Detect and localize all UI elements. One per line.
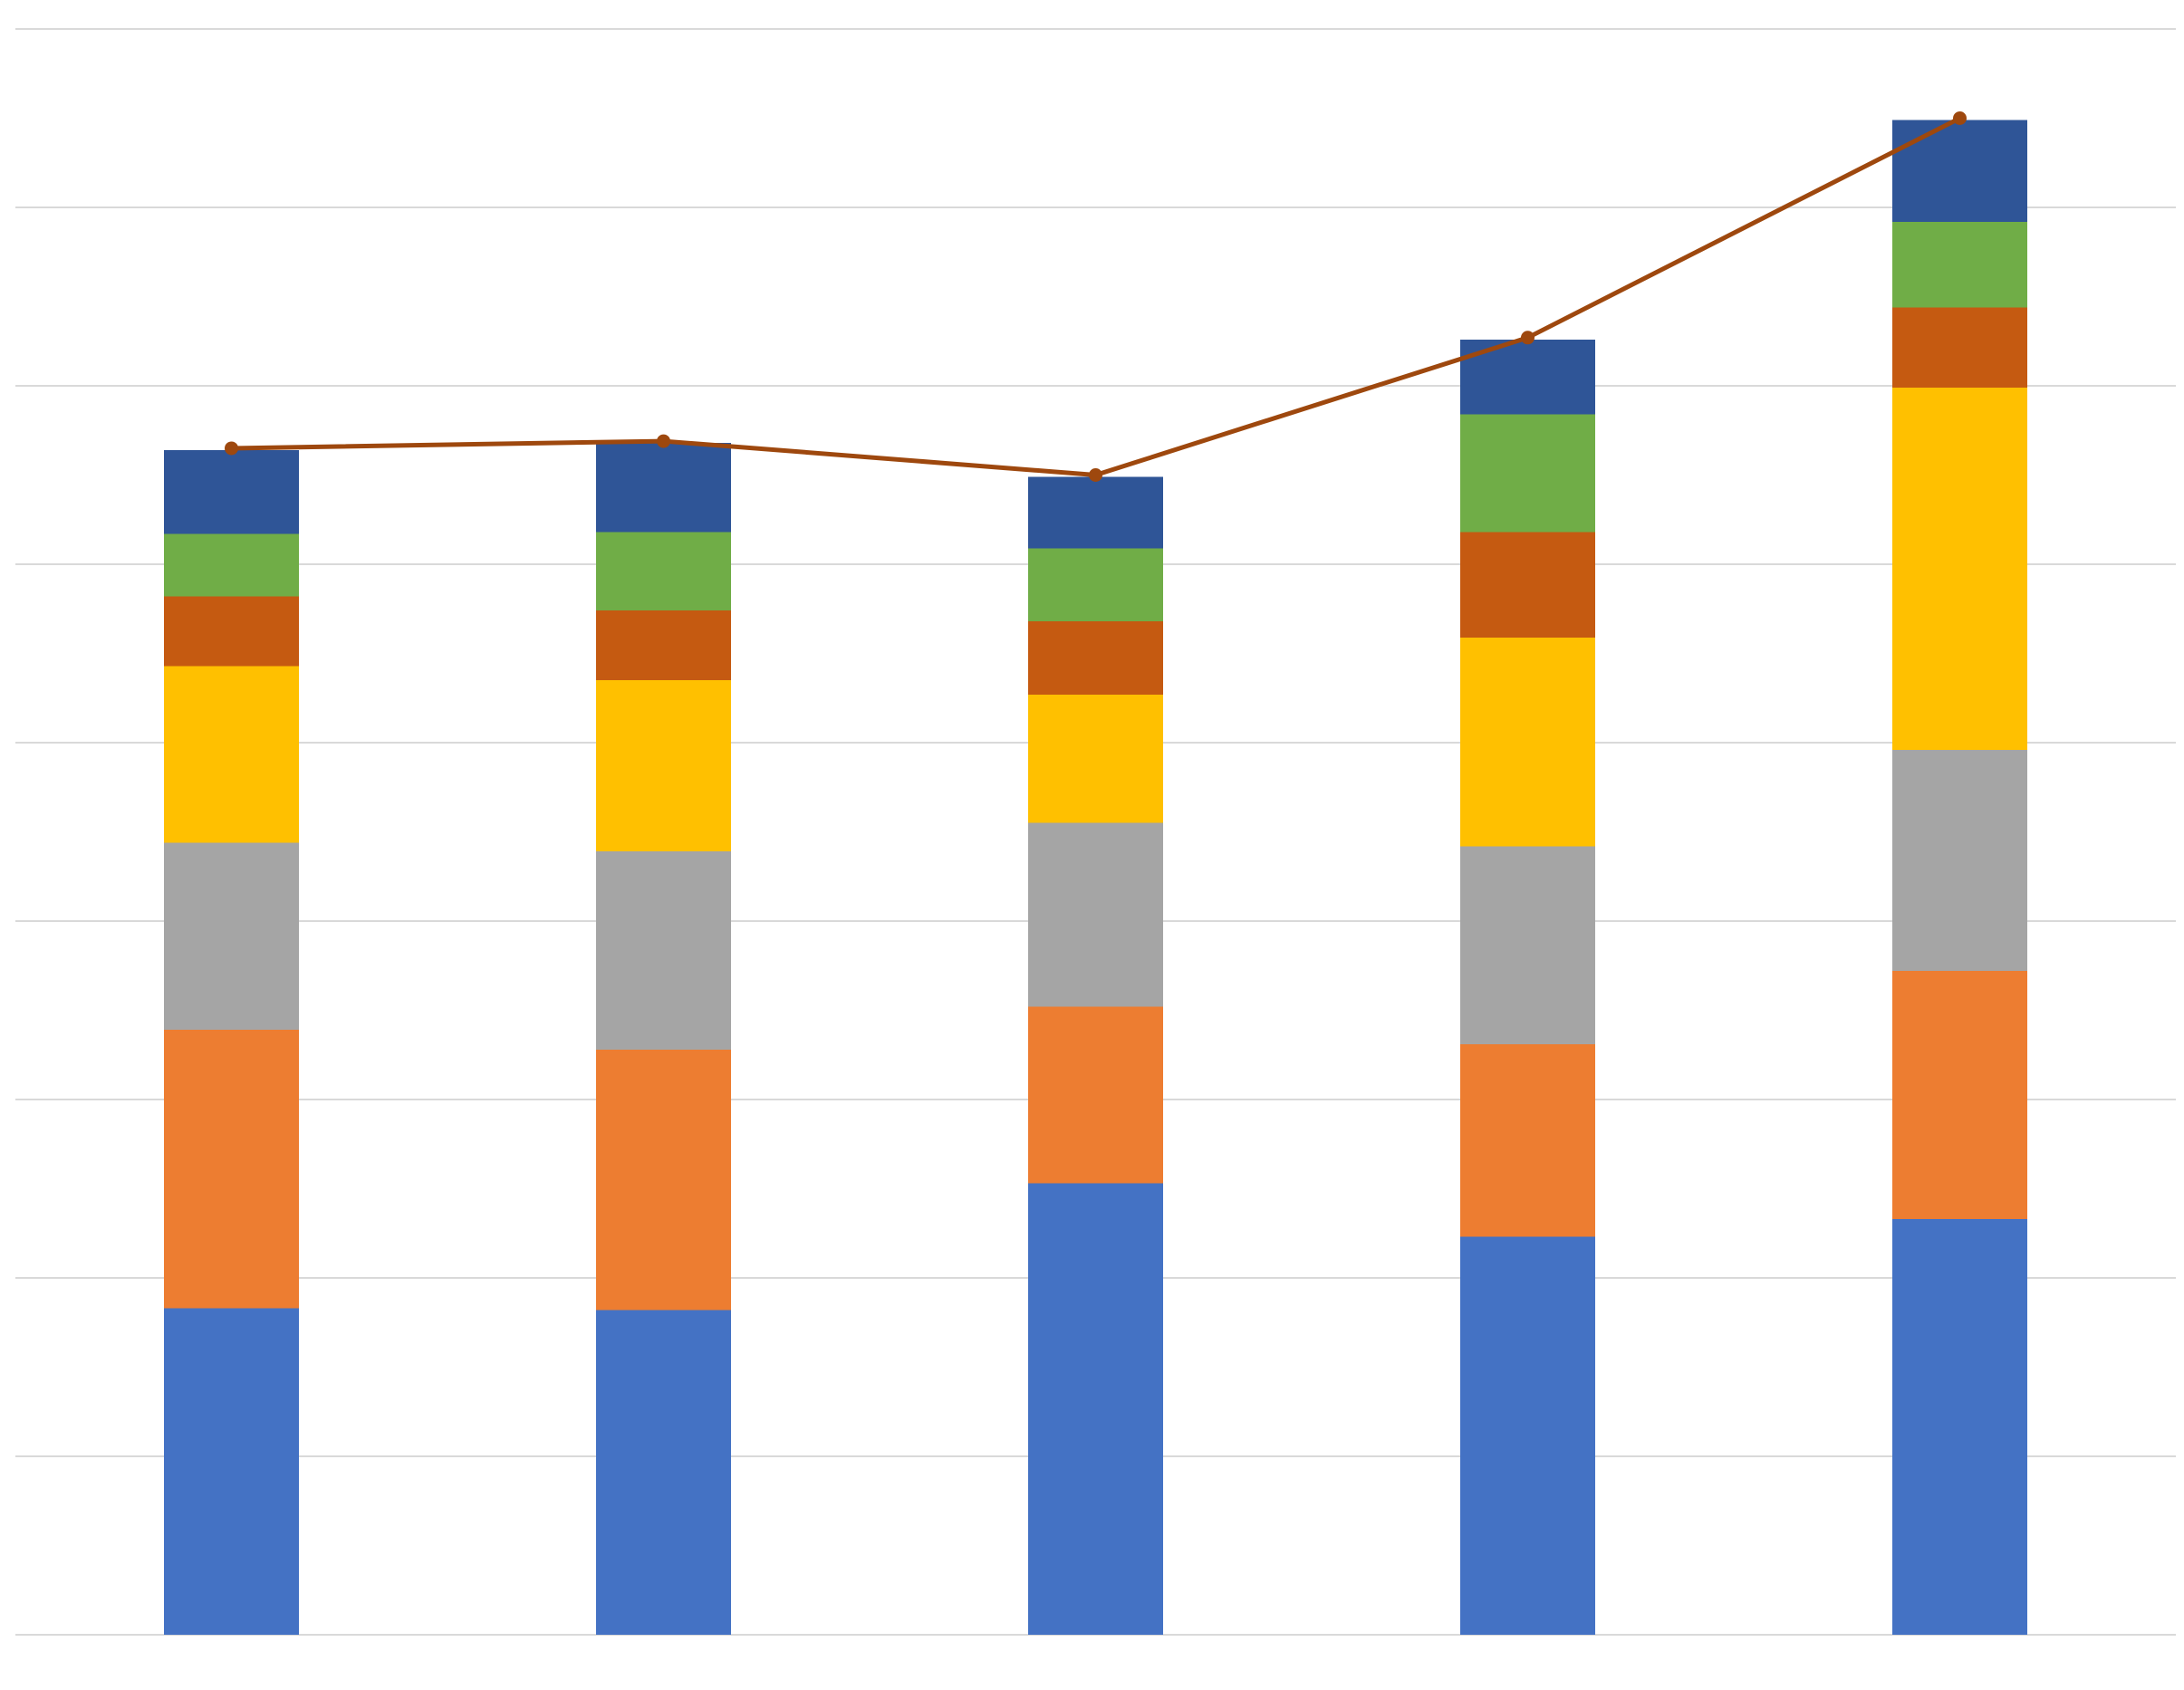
bar-1-segment-2 [596, 851, 731, 1050]
bar-2-segment-0 [1028, 1183, 1163, 1635]
bar-0-segment-4 [164, 596, 299, 667]
total-line-point-4 [1953, 111, 1967, 125]
total-line-point-0 [225, 441, 238, 456]
bar-0-segment-1 [164, 1030, 299, 1309]
bar-4-segment-5 [1892, 221, 2027, 308]
bar-2-segment-1 [1028, 1006, 1163, 1184]
bar-4-segment-0 [1892, 1218, 2027, 1635]
bar-4-segment-1 [1892, 971, 2027, 1219]
bar-1-segment-0 [596, 1310, 731, 1635]
bar-2-segment-6 [1028, 476, 1163, 549]
bar-1-segment-4 [596, 610, 731, 681]
bar-4-segment-2 [1892, 749, 2027, 972]
bar-3-segment-3 [1460, 637, 1595, 847]
bar-0-segment-2 [164, 842, 299, 1031]
bar-3-segment-0 [1460, 1236, 1595, 1635]
bar-0-segment-6 [164, 449, 299, 534]
bar-3-segment-4 [1460, 532, 1595, 638]
total-line [225, 111, 1967, 482]
bar-1-segment-3 [596, 680, 731, 852]
bar-4-segment-6 [1892, 120, 2027, 222]
total-line-path [231, 116, 1961, 477]
bar-3-segment-1 [1460, 1043, 1595, 1237]
bar-2-segment-2 [1028, 822, 1163, 1007]
bar-4-segment-4 [1892, 307, 2027, 388]
bar-0-segment-3 [164, 666, 299, 843]
bar-1-segment-5 [596, 532, 731, 611]
bar-1-segment-6 [596, 443, 731, 533]
bar-2-segment-5 [1028, 548, 1163, 622]
bar-0-segment-5 [164, 533, 299, 597]
bar-3-segment-2 [1460, 846, 1595, 1044]
stacked-bars [164, 120, 2027, 1635]
bar-2-segment-4 [1028, 621, 1163, 695]
total-line-point-1 [657, 434, 670, 448]
total-line-point-2 [1089, 468, 1102, 482]
total-line-point-3 [1521, 331, 1535, 345]
bar-1-segment-1 [596, 1049, 731, 1311]
bar-3-segment-5 [1460, 414, 1595, 533]
bar-4-segment-3 [1892, 387, 2027, 750]
bar-2-segment-3 [1028, 694, 1163, 823]
bar-0-segment-0 [164, 1308, 299, 1635]
